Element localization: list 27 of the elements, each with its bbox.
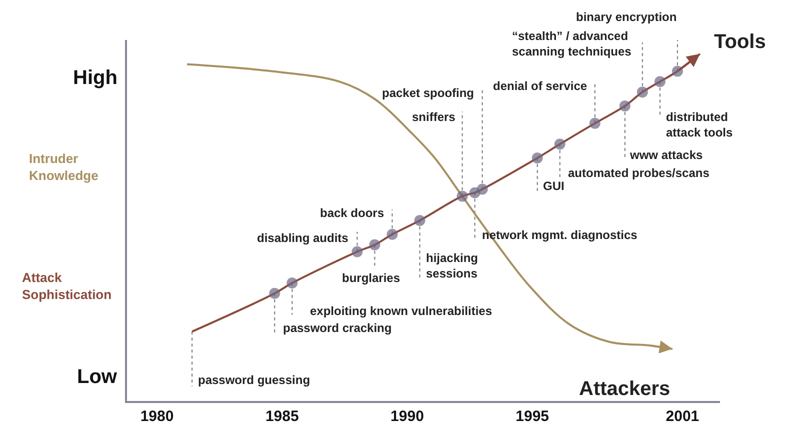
- annotation: “stealth” / advanced scanning techniques: [512, 29, 632, 59]
- annotation: binary encryption: [576, 10, 677, 24]
- annotation: back doors: [320, 206, 384, 220]
- text: Low: [77, 366, 118, 388]
- x-tick-label: 2001: [666, 408, 700, 425]
- x-tick-label: 1995: [516, 408, 550, 425]
- x-tick-label: 1985: [265, 408, 299, 425]
- annotation: password guessing: [198, 373, 310, 387]
- annotation: www attacks: [629, 148, 704, 162]
- annotation: packet spoofing: [382, 86, 474, 100]
- annotation: automated probes/scans: [568, 166, 710, 180]
- annotation: hijacking sessions: [426, 251, 478, 281]
- text: Attack Sophistication: [22, 270, 112, 302]
- annotation: sniffers: [412, 110, 456, 124]
- annotation: burglaries: [342, 271, 400, 285]
- annotation: denial of service: [493, 79, 588, 93]
- text: High: [73, 67, 118, 89]
- x-tick-label: 1990: [390, 408, 424, 425]
- annotation: distributed attack tools: [666, 110, 734, 140]
- annotation: disabling audits: [257, 231, 349, 245]
- annotation: password cracking: [283, 321, 392, 335]
- annotation: GUI: [543, 179, 564, 193]
- series-label: Tools: [714, 31, 766, 53]
- series-label: Attackers: [579, 378, 670, 400]
- text: Intruder Knowledge: [29, 151, 98, 183]
- annotation: exploiting known vulnerabilities: [310, 304, 492, 318]
- x-tick-label: 1980: [140, 408, 174, 425]
